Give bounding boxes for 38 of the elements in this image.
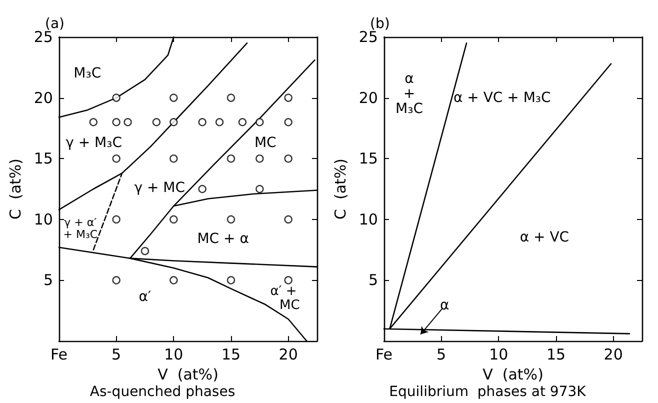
x-tick-label: 15 <box>546 346 566 364</box>
y-axis-title: C (at%) <box>6 158 24 220</box>
y-tick-label: 20 <box>34 88 53 107</box>
y-tick-label: 15 <box>358 150 378 168</box>
x-axis-title: V (at%) <box>158 365 218 384</box>
text: As-quenched phases <box>90 384 236 400</box>
annotation: γ + M₃C <box>66 134 122 151</box>
x-tick-label: 5 <box>436 346 446 364</box>
text: Equilibrium phases at 973K <box>389 384 587 400</box>
annotation: MC + α <box>197 230 249 247</box>
annotation: α′ + MC <box>267 284 300 313</box>
annotation: α + M₃C <box>396 71 424 118</box>
y-tick-label: 5 <box>368 271 378 290</box>
chart-title: (a) <box>45 16 65 32</box>
y-tick-label: 10 <box>358 210 378 228</box>
y-axis-title: C (at%) <box>332 158 350 220</box>
annotation: α′ <box>138 289 152 306</box>
annotation: α + VC <box>520 230 570 246</box>
annotation: MC <box>254 134 277 151</box>
x-tick-label: Fe <box>50 346 68 364</box>
annotation: γ + MC <box>134 180 186 196</box>
x-tick-label: 10 <box>489 346 508 364</box>
x-tick-label: 20 <box>278 346 298 364</box>
x-tick-label: 15 <box>221 346 241 364</box>
x-tick-label: 5 <box>112 346 122 364</box>
x-tick-label: 10 <box>164 346 184 364</box>
y-tick-label: 10 <box>34 210 53 228</box>
x-tick-label: 20 <box>604 346 623 364</box>
annotation: M₃C <box>74 65 102 82</box>
x-axis-title: V (at%) <box>482 365 544 384</box>
annotation: α + VC + M₃C <box>454 90 552 106</box>
x-tick-label: Fe <box>375 346 393 364</box>
annotation: γ + α′ + M₃C <box>63 216 98 242</box>
chart-title: (b) <box>370 16 390 32</box>
y-tick-label: 20 <box>358 88 378 107</box>
y-tick-label: 15 <box>34 150 53 168</box>
y-tick-label: 5 <box>43 271 53 290</box>
annotation: α <box>440 298 450 314</box>
